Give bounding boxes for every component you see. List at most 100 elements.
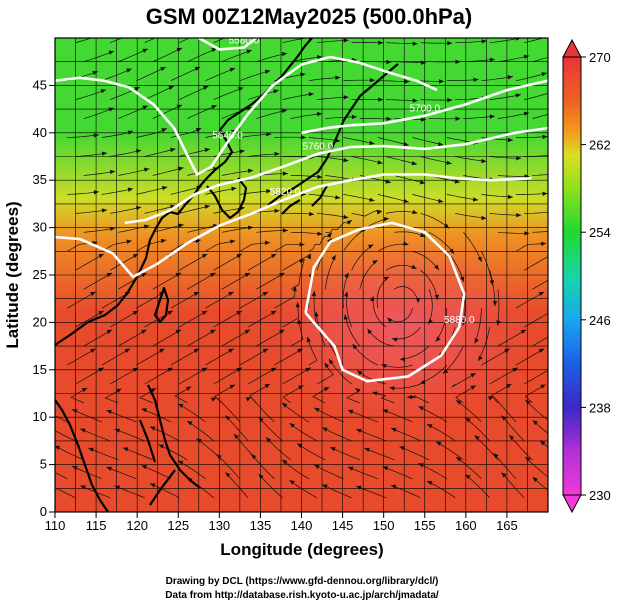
- streamline: [290, 318, 304, 347]
- streamline-arrow: [378, 40, 384, 45]
- streamline-arrow: [149, 483, 156, 488]
- streamline-arrow: [114, 485, 121, 490]
- streamline-arrow: [322, 427, 328, 432]
- streamline-arrow: [412, 41, 418, 46]
- streamline-arrow: [264, 240, 271, 246]
- streamline-arrow: [428, 318, 433, 325]
- streamline-arrow: [281, 51, 288, 57]
- streamline-arrow: [134, 30, 139, 34]
- streamline: [256, 109, 288, 119]
- streamline-arrow: [538, 291, 545, 297]
- streamline: [343, 194, 375, 202]
- streamline: [435, 441, 464, 461]
- streamline: [170, 348, 200, 366]
- chart-title: GSM 00Z12May2025 (500.0hPa): [146, 4, 473, 29]
- streamline: [418, 463, 448, 480]
- y-tick-label: 35: [33, 172, 47, 187]
- streamline: [290, 175, 323, 178]
- streamline: [364, 447, 395, 461]
- streamline: [308, 77, 341, 82]
- streamline-arrow: [370, 77, 376, 83]
- streamline-arrow: [245, 397, 252, 402]
- streamline: [446, 79, 479, 82]
- streamline: [394, 231, 426, 238]
- streamline-arrow: [262, 291, 269, 297]
- streamline: [282, 253, 312, 271]
- streamline-arrow: [465, 474, 471, 480]
- streamline: [179, 148, 211, 157]
- streamline: [141, 465, 172, 480]
- streamline-arrow: [481, 39, 487, 44]
- streamline: [149, 483, 180, 499]
- streamline-arrow: [98, 253, 104, 259]
- streamline-arrow: [144, 167, 150, 172]
- x-tick-label: 135: [250, 518, 272, 533]
- streamline: [83, 272, 113, 290]
- streamline-arrow: [229, 384, 236, 389]
- y-tick-label: 0: [40, 504, 47, 519]
- contour-label: 5760.0: [303, 142, 334, 153]
- contour-line: [124, 126, 548, 225]
- y-tick-label: 30: [33, 220, 47, 235]
- streamline-arrow: [590, 273, 595, 277]
- streamline: [83, 170, 116, 176]
- streamline-arrow: [439, 79, 445, 84]
- streamline-arrow: [160, 238, 167, 244]
- streamline: [359, 259, 378, 290]
- streamline-arrow: [478, 355, 483, 361]
- streamline-arrow: [551, 210, 556, 214]
- streamline-arrow: [550, 34, 555, 38]
- streamline-arrow: [390, 427, 397, 432]
- streamline-arrow: [378, 97, 384, 102]
- streamline: [170, 66, 201, 82]
- colorbar-min-arrow: [562, 494, 582, 514]
- streamline: [248, 153, 280, 157]
- streamline-arrow: [238, 87, 244, 92]
- streamline-arrow: [487, 396, 494, 401]
- streamline-arrow: [141, 408, 147, 413]
- streamline: [508, 434, 533, 461]
- streamline: [114, 485, 145, 499]
- streamline: [274, 286, 296, 309]
- streamline: [351, 244, 374, 271]
- streamline: [225, 415, 249, 442]
- streamline: [258, 473, 283, 499]
- colorbar-tick-label: 238: [589, 400, 611, 415]
- streamline-arrow: [264, 383, 271, 389]
- streamline: [428, 231, 455, 255]
- streamline-arrow: [142, 48, 148, 53]
- streamline: [256, 329, 285, 347]
- streamline: [109, 253, 139, 271]
- streamline: [314, 464, 344, 480]
- streamline: [101, 240, 132, 252]
- streamline-arrow: [438, 198, 444, 204]
- streamline: [372, 296, 387, 328]
- x-axis-ticks: 110 115 120 125 130 135 140 145 150 155 160 165: [45, 512, 518, 533]
- streamline-arrow: [324, 362, 330, 369]
- streamline: [118, 272, 147, 290]
- streamline-arrow: [239, 149, 245, 154]
- streamline: [83, 107, 115, 119]
- streamline-arrow: [106, 409, 112, 414]
- streamline-arrow: [403, 241, 409, 246]
- streamline-arrow: [346, 220, 352, 225]
- plot-area: 5880.0 5820.0 5760.0 5700.0 5640.0 5580.0: [55, 29, 595, 512]
- streamline: [524, 211, 548, 214]
- streamline-arrow: [344, 272, 349, 279]
- streamline: [355, 428, 387, 442]
- x-tick-label: 110: [45, 518, 66, 533]
- streamline-arrow: [317, 231, 323, 236]
- streamline: [352, 343, 379, 366]
- streamline-arrow: [101, 151, 108, 156]
- streamline-arrow: [142, 105, 148, 110]
- streamline-arrow: [211, 48, 217, 53]
- streamline-arrow: [347, 409, 354, 414]
- streamline: [118, 105, 149, 119]
- streamline-arrow: [386, 116, 392, 122]
- streamline-arrow: [122, 447, 129, 452]
- streamline-arrow: [168, 29, 173, 33]
- streamline: [109, 86, 140, 100]
- streamline: [83, 329, 113, 347]
- streamline-arrow: [211, 105, 217, 110]
